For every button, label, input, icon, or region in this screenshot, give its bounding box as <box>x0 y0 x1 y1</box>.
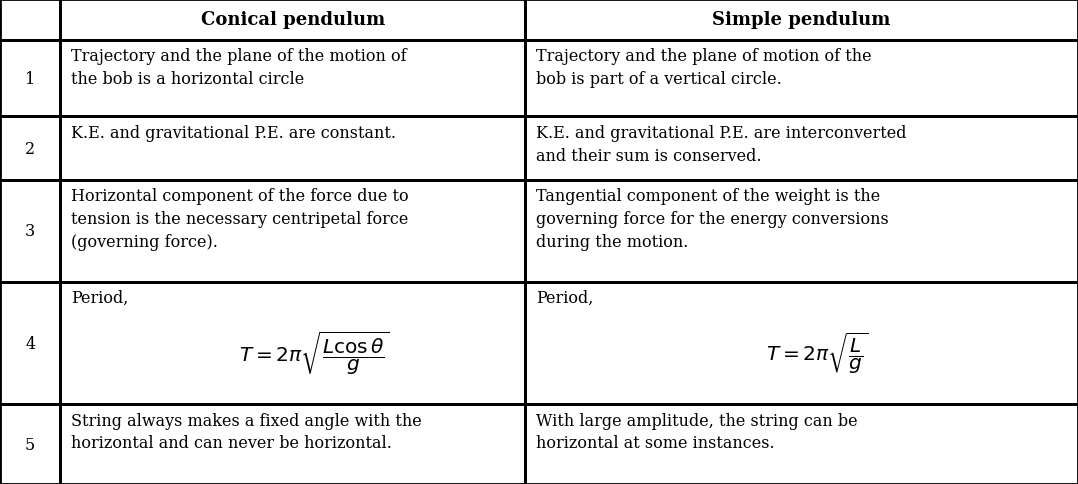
Bar <box>60 405 525 484</box>
Bar <box>0 181 60 282</box>
Text: K.E. and gravitational P.E. are interconverted
and their sum is conserved.: K.E. and gravitational P.E. are intercon… <box>536 124 907 164</box>
Bar <box>60 181 525 282</box>
Text: 3: 3 <box>25 223 36 240</box>
Bar <box>525 405 1078 484</box>
Bar <box>0 405 60 484</box>
Text: Conical pendulum: Conical pendulum <box>201 12 385 30</box>
Bar <box>525 41 1078 117</box>
Bar <box>0 117 60 181</box>
Text: Trajectory and the plane of motion of the
bob is part of a vertical circle.: Trajectory and the plane of motion of th… <box>536 48 871 88</box>
Bar <box>525 181 1078 282</box>
Bar <box>0 41 60 117</box>
Bar <box>60 0 525 41</box>
Text: 4: 4 <box>25 335 36 352</box>
Text: Trajectory and the plane of the motion of
the bob is a horizontal circle: Trajectory and the plane of the motion o… <box>71 48 406 88</box>
Text: Horizontal component of the force due to
tension is the necessary centripetal fo: Horizontal component of the force due to… <box>71 188 409 250</box>
Text: Period,: Period, <box>536 289 593 306</box>
Bar <box>525 282 1078 405</box>
Text: Period,: Period, <box>71 289 128 306</box>
Bar <box>60 282 525 405</box>
Text: Tangential component of the weight is the
governing force for the energy convers: Tangential component of the weight is th… <box>536 188 888 250</box>
Bar <box>60 117 525 181</box>
Text: 1: 1 <box>25 71 36 88</box>
Text: 2: 2 <box>25 140 36 157</box>
Bar <box>0 282 60 405</box>
Bar <box>525 0 1078 41</box>
Text: K.E. and gravitational P.E. are constant.: K.E. and gravitational P.E. are constant… <box>71 124 396 141</box>
Text: $T = 2\pi\sqrt{\dfrac{L}{g}}$: $T = 2\pi\sqrt{\dfrac{L}{g}}$ <box>766 329 869 375</box>
Bar <box>0 0 60 41</box>
Text: String always makes a fixed angle with the
horizontal and can never be horizonta: String always makes a fixed angle with t… <box>71 412 421 452</box>
Bar <box>525 117 1078 181</box>
Text: $T = 2\pi\sqrt{\dfrac{L\cos\theta}{g}}$: $T = 2\pi\sqrt{\dfrac{L\cos\theta}{g}}$ <box>238 328 390 376</box>
Text: Simple pendulum: Simple pendulum <box>713 12 890 30</box>
Bar <box>60 41 525 117</box>
Text: 5: 5 <box>25 436 36 453</box>
Text: With large amplitude, the string can be
horizontal at some instances.: With large amplitude, the string can be … <box>536 412 857 452</box>
